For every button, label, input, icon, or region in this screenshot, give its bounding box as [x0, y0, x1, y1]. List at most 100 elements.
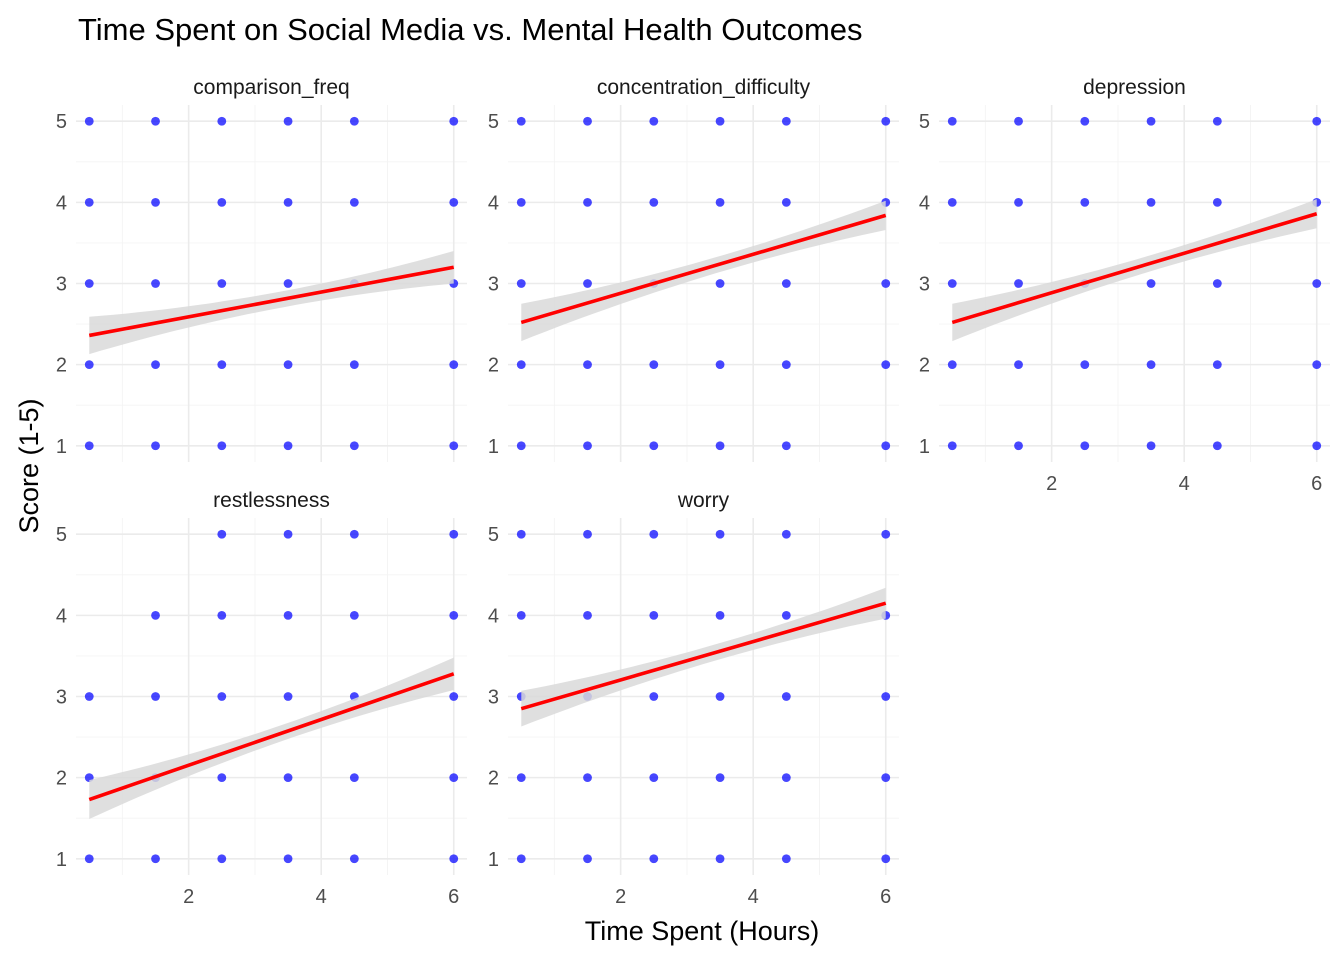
- y-tick-label: 5: [488, 111, 499, 133]
- y-tick-label: 3: [56, 687, 67, 709]
- data-point: [283, 854, 293, 864]
- facet-panel-concentration-difficulty: concentration_difficulty 1 2 3 4 5: [488, 76, 899, 462]
- data-point: [217, 610, 227, 620]
- data-point: [1014, 197, 1023, 207]
- data-point: [583, 529, 592, 539]
- data-point: [151, 692, 160, 701]
- data-point: [349, 116, 359, 126]
- data-point: [283, 441, 293, 451]
- data-point: [881, 116, 891, 126]
- data-point: [449, 773, 459, 783]
- data-point: [715, 360, 725, 370]
- data-point: [947, 116, 957, 126]
- data-point: [283, 692, 293, 701]
- data-point: [151, 441, 160, 451]
- data-point: [151, 197, 160, 207]
- data-point: [84, 197, 94, 207]
- x-axis-title: Time Spent (Hours): [585, 916, 820, 946]
- y-tick-label: 1: [488, 849, 499, 871]
- data-point: [217, 773, 227, 783]
- data-point: [1080, 197, 1090, 207]
- y-tick-label: 5: [56, 524, 67, 546]
- data-point: [1212, 360, 1222, 370]
- data-point: [649, 441, 659, 451]
- data-point: [1146, 360, 1156, 370]
- x-tick-label: 6: [448, 886, 459, 908]
- data-point: [516, 116, 526, 126]
- data-point: [881, 360, 891, 370]
- data-point: [1146, 197, 1156, 207]
- data-point: [781, 854, 791, 864]
- data-point: [349, 610, 359, 620]
- data-point: [151, 610, 160, 620]
- data-point: [1312, 279, 1322, 288]
- data-point: [583, 116, 592, 126]
- x-tick-label: 6: [1311, 473, 1322, 495]
- trend-line: [88, 265, 455, 338]
- panel-grid: [508, 105, 899, 462]
- y-tick-label: 2: [488, 355, 499, 377]
- data-points: [84, 116, 459, 451]
- trend-line: [520, 601, 887, 711]
- data-point: [781, 692, 791, 701]
- facet-panels: comparison_freq12345concentration_diffic…: [56, 76, 1330, 908]
- data-point: [217, 854, 227, 864]
- x-tick-label: 2: [183, 886, 194, 908]
- trend-line: [951, 211, 1318, 325]
- data-point: [649, 116, 659, 126]
- confidence-band: [952, 199, 1317, 342]
- data-point: [151, 854, 160, 864]
- facet-panel-depression: depression 1 2 3 4 5 2 4 6: [919, 76, 1330, 495]
- data-point: [1212, 279, 1222, 288]
- data-point: [881, 773, 891, 783]
- data-point: [781, 360, 791, 370]
- data-point: [781, 197, 791, 207]
- data-point: [1080, 360, 1090, 370]
- facet-label: comparison_freq: [193, 76, 349, 99]
- data-point: [1146, 279, 1156, 288]
- y-tick-label: 4: [919, 192, 930, 214]
- data-point: [1312, 441, 1322, 451]
- facet-label: concentration_difficulty: [597, 76, 811, 99]
- data-point: [283, 197, 293, 207]
- y-tick-label: 3: [56, 274, 67, 296]
- y-tick-label: 5: [919, 111, 930, 133]
- data-point: [715, 197, 725, 207]
- x-tick-label: 2: [1046, 473, 1057, 495]
- data-point: [516, 279, 526, 288]
- x-tick-label: 2: [615, 886, 626, 908]
- data-point: [583, 610, 592, 620]
- data-point: [349, 441, 359, 451]
- data-point: [947, 360, 957, 370]
- data-point: [649, 529, 659, 539]
- x-tick-label: 4: [316, 886, 327, 908]
- data-point: [781, 116, 791, 126]
- data-point: [349, 529, 359, 539]
- data-point: [217, 197, 227, 207]
- y-tick-label: 2: [56, 355, 67, 377]
- y-tick-label: 5: [488, 524, 499, 546]
- data-points: [84, 529, 459, 864]
- data-point: [1312, 116, 1322, 126]
- data-point: [516, 529, 526, 539]
- data-point: [947, 279, 957, 288]
- data-point: [449, 692, 459, 701]
- data-point: [881, 441, 891, 451]
- data-point: [715, 441, 725, 451]
- data-point: [151, 360, 160, 370]
- facet-label: worry: [677, 489, 730, 512]
- data-point: [217, 116, 227, 126]
- y-tick-label: 3: [488, 687, 499, 709]
- data-point: [516, 197, 526, 207]
- data-point: [781, 441, 791, 451]
- trend-line: [520, 213, 887, 325]
- x-tick-label: 4: [748, 886, 759, 908]
- data-point: [715, 692, 725, 701]
- data-point: [1212, 441, 1222, 451]
- data-point: [715, 610, 725, 620]
- facet-label: depression: [1083, 76, 1186, 99]
- data-point: [449, 529, 459, 539]
- data-point: [649, 773, 659, 783]
- data-point: [881, 692, 891, 701]
- data-point: [1014, 279, 1023, 288]
